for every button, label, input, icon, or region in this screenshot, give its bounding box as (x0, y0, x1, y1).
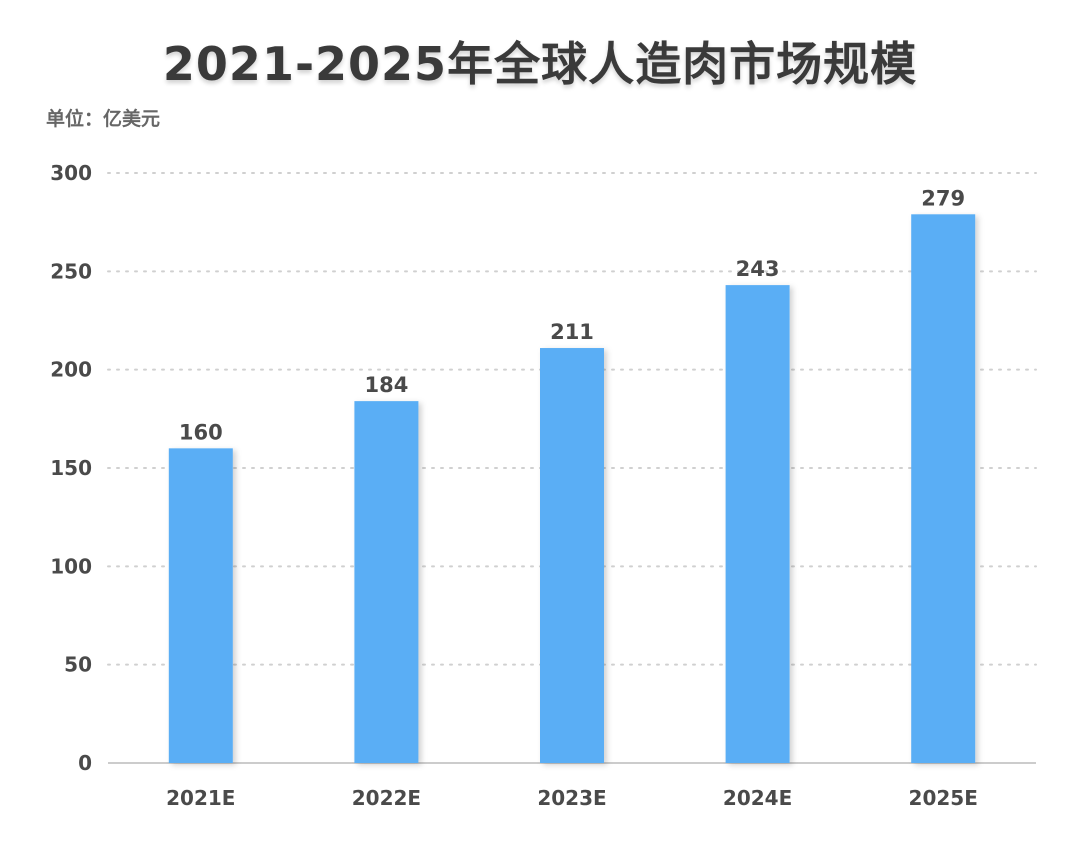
y-tick-label: 100 (50, 554, 92, 578)
x-axis-ticks: 2021E 2022E 2023E 2024E 2025E (166, 786, 978, 810)
bar-2025E (911, 214, 976, 764)
bar-2021E (168, 448, 233, 763)
unit-label: 单位：亿美元 (46, 108, 161, 130)
x-tick-label-2021E: 2021E (166, 786, 235, 810)
value-label-2024E: 243 (736, 257, 780, 281)
value-label-2023E: 211 (550, 320, 594, 344)
value-label-2021E: 160 (179, 420, 223, 444)
x-tick-label-2025E: 2025E (909, 786, 978, 810)
value-label-2022E: 184 (364, 373, 408, 397)
x-tick-label-2022E: 2022E (352, 786, 421, 810)
bars (168, 214, 976, 764)
chart-title: 2021-2025年全球人造肉市场规模 (162, 37, 918, 91)
y-axis-ticks: 0 50 100 150 200 250 300 (50, 161, 92, 775)
value-labels: 160 184 211 243 279 (179, 186, 965, 444)
y-tick-label: 300 (50, 161, 92, 185)
x-tick-label-2023E: 2023E (537, 786, 606, 810)
y-tick-label: 50 (64, 653, 92, 677)
y-tick-label: 150 (50, 456, 92, 480)
x-tick-label-2024E: 2024E (723, 786, 792, 810)
bar-2024E (725, 285, 790, 763)
y-tick-label: 0 (78, 751, 92, 775)
y-tick-label: 200 (50, 358, 92, 382)
bar-2022E (354, 401, 419, 763)
bar-2023E (540, 348, 604, 763)
y-tick-label: 250 (50, 259, 92, 283)
value-label-2025E: 279 (921, 186, 965, 210)
